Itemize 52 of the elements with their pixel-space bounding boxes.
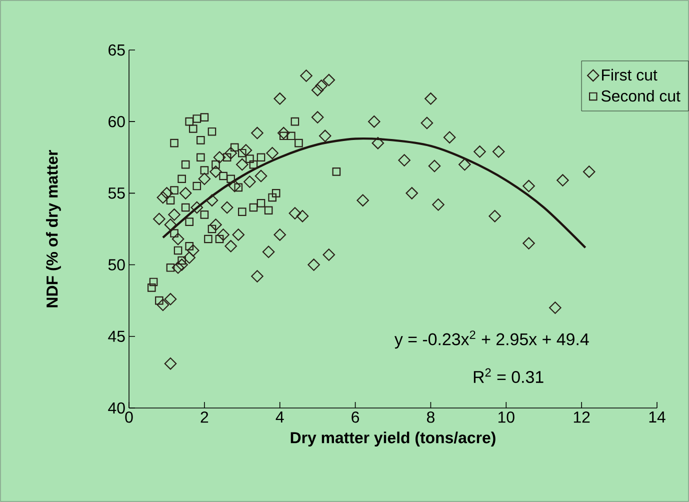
x-tick-label: 2	[200, 412, 208, 423]
y-tick-label: 55	[108, 188, 125, 199]
point	[264, 206, 273, 215]
point	[188, 124, 198, 133]
x-tick-label: 6	[352, 412, 360, 423]
y-axis-title: NDF (% of dry matter	[46, 150, 61, 308]
point	[204, 234, 212, 244]
point	[196, 136, 205, 144]
point	[185, 117, 194, 126]
point	[200, 166, 209, 174]
point	[246, 154, 254, 163]
point	[192, 182, 202, 190]
x-tick-label: 10	[498, 412, 514, 423]
point	[268, 193, 276, 202]
point	[147, 284, 156, 292]
point	[200, 113, 209, 122]
annotation: R$^{2}$ = 0.31	[474, 368, 544, 383]
y-tick-label: 60	[108, 116, 125, 128]
point	[238, 208, 246, 216]
point	[272, 189, 280, 198]
y-tick-label: 50	[108, 259, 125, 270]
point	[332, 168, 341, 176]
legend-label: First cut	[602, 68, 658, 81]
point	[178, 174, 186, 184]
point	[256, 153, 266, 162]
point	[181, 160, 190, 169]
point	[174, 246, 182, 255]
x-tick-label: 12	[574, 412, 590, 423]
y-tick-label: 65	[108, 44, 125, 56]
x-tick-label: 0	[125, 412, 133, 423]
point	[200, 210, 209, 219]
y-tick-label: 40	[108, 402, 125, 414]
point	[181, 203, 190, 212]
point	[290, 117, 300, 126]
point	[170, 138, 178, 148]
point	[208, 127, 216, 136]
point	[149, 278, 158, 286]
point	[196, 153, 205, 162]
x-tick-label: 14	[649, 412, 666, 422]
legend-label: Second cut	[601, 90, 680, 102]
x-tick-label: 8	[426, 412, 434, 423]
point	[249, 160, 258, 169]
point	[192, 114, 202, 123]
y-tick-label: 45	[108, 330, 125, 342]
point	[219, 172, 228, 180]
point	[249, 203, 258, 212]
point	[185, 218, 194, 226]
annotation: y = -0.23x$^{2}$ + 2.95x + 49.4	[394, 330, 589, 349]
x-tick-label: 4	[276, 412, 284, 422]
point	[294, 138, 303, 148]
x-axis-title: Dry matter yield (tons/acre)	[290, 432, 496, 446]
point	[256, 199, 266, 208]
